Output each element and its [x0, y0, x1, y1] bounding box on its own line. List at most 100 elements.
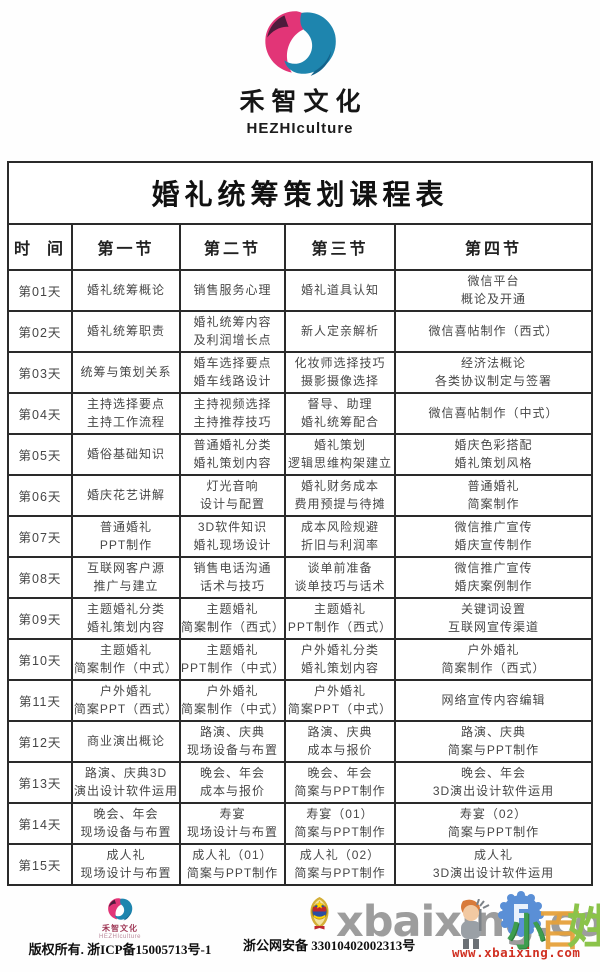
course-line: 灯光音响: [206, 479, 259, 494]
course-line: 3D演出设计软件运用: [432, 783, 555, 798]
brand-subtitle: HEZHIculture: [246, 120, 354, 137]
course-cell: 成本风险规避 折旧与利润率: [283, 515, 396, 558]
course-line: 3D软件知识: [197, 520, 268, 535]
course-line: 晚会、年会: [460, 766, 526, 781]
watermark-url-text: www.xbaixing.com: [452, 945, 581, 960]
xbaixing-mascot-icon: [461, 899, 490, 949]
course-cell: 主题婚礼 PPT制作（中式）: [178, 638, 286, 681]
course-line: 路演、庆典: [199, 725, 265, 740]
xbaixing-char-bai: 百: [539, 906, 582, 955]
course-line: 微信推广宣传: [454, 520, 533, 535]
xbaixing-logo: 小 百 姓: [445, 891, 600, 972]
header-session-2: 第二节: [178, 223, 286, 271]
course-line: 户外婚礼: [467, 643, 520, 658]
course-line: 主题婚礼: [206, 602, 259, 617]
course-line: 寿宴（02）: [459, 807, 528, 822]
course-line: 普通婚礼: [467, 479, 520, 494]
course-cell: 主题婚礼 简案制作（西式）: [178, 597, 286, 640]
police-badge-icon: [310, 897, 329, 930]
course-line: 普通婚礼分类: [193, 438, 272, 453]
course-cell: 经济法概论 各类协议制定与签署: [393, 351, 594, 394]
course-line: 简案与PPT制作: [294, 824, 386, 839]
table-title: 婚礼统筹策划课程表: [6, 161, 594, 225]
course-line: 谈单技巧与话术: [294, 578, 386, 593]
course-cell: 网络宣传内容编辑: [393, 679, 594, 722]
course-line: 婚礼策划内容: [86, 619, 165, 634]
course-line: 关键词设置: [460, 602, 526, 617]
xbaixing-badge-icon: [498, 891, 544, 937]
course-line: 商业演出概论: [86, 733, 165, 748]
course-line: 婚庆花艺讲解: [86, 487, 165, 502]
table-row: 第12天 商业演出概论 路演、庆典 现场设备与布置 路演、庆典 成本与报价 路演、庆典 简案与…: [6, 720, 594, 763]
course-line: 主持推荐技巧: [193, 414, 272, 429]
course-line: 路演、庆典3D: [84, 766, 168, 781]
course-cell: 婚庆花艺讲解: [70, 474, 181, 517]
footer-brand-block: 禾智文化 HEZHIculture: [20, 897, 220, 940]
course-line: 主题婚礼: [99, 643, 152, 658]
course-cell: 户外婚礼 简案PPT（中式）: [283, 679, 396, 722]
course-line: 成本与报价: [307, 742, 373, 757]
course-line: 婚礼现场设计: [193, 537, 272, 552]
footer-brand-name: 禾智文化: [102, 924, 138, 933]
course-line: 3D演出设计软件运用: [432, 865, 555, 880]
course-line: 简案与PPT制作: [294, 865, 386, 880]
course-line: 晚会、年会: [307, 766, 373, 781]
course-line: 婚礼策划风格: [454, 455, 533, 470]
course-cell: 寿宴（01） 简案与PPT制作: [283, 802, 396, 845]
day-cell: 第14天: [6, 802, 73, 845]
course-cell: 3D软件知识 婚礼现场设计: [178, 515, 286, 558]
table-row: 第09天 主题婚礼分类 婚礼策划内容 主题婚礼 简案制作（西式） 主题婚礼 PPT制作（西式…: [6, 597, 594, 640]
day-cell: 第01天: [6, 269, 73, 312]
day-cell: 第03天: [6, 351, 73, 394]
course-cell: 户外婚礼 简案制作（西式）: [393, 638, 594, 681]
course-line: 婚礼道具认知: [300, 282, 379, 297]
course-cell: 晚会、年会 现场设备与布置: [70, 802, 181, 845]
course-line: 婚礼统筹内容: [193, 315, 272, 330]
course-line: 主题婚礼: [206, 643, 259, 658]
course-cell: 路演、庆典 现场设备与布置: [178, 720, 286, 763]
course-line: 话术与技巧: [199, 578, 265, 593]
course-cell: 婚庆色彩搭配 婚礼策划风格: [393, 433, 594, 476]
course-cell: 婚车选择要点 婚车线路设计: [178, 351, 286, 394]
course-line: 婚礼统筹职责: [86, 323, 165, 338]
course-line: 婚庆色彩搭配: [454, 438, 533, 453]
course-table-body: 第01天 婚礼统筹概论 销售服务心理 婚礼道具认知 微信平台 概论及开通 第02天 婚礼统筹职…: [6, 269, 594, 886]
course-line: 简案与PPT制作: [447, 742, 540, 757]
course-line: 婚礼策划内容: [193, 455, 272, 470]
course-cell: 普通婚礼分类 婚礼策划内容: [178, 433, 286, 476]
course-line: 寿宴（01）: [306, 807, 374, 822]
table-row: 第11天 户外婚礼 简案PPT（西式） 户外婚礼 简案制作（中式） 户外婚礼 简案PPT（中…: [6, 679, 594, 722]
course-cell: 成人礼 现场设计与布置: [70, 843, 181, 886]
course-cell: 督导、助理 婚礼统筹配合: [283, 392, 396, 435]
course-line: 婚礼统筹概论: [86, 282, 165, 297]
course-line: 概论及开通: [460, 291, 526, 306]
course-table: 婚礼统筹策划课程表 时 间 第一节 第二节 第三节 第四节 第01天 婚礼统筹概论…: [6, 161, 594, 886]
table-row: 第04天 主持选择要点 主持工作流程 主持视频选择 主持推荐技巧 督导、助理 婚礼统筹配合微…: [6, 392, 594, 435]
day-cell: 第04天: [6, 392, 73, 435]
day-cell: 第13天: [6, 761, 73, 804]
course-line: 简案制作（中式）: [73, 660, 178, 675]
footer: 禾智文化 HEZHIculture 版权所有. 浙ICP备15005713号-1…: [0, 891, 600, 972]
course-line: 简案PPT（西式）: [73, 701, 179, 716]
course-line: 主持选择要点: [86, 397, 165, 412]
course-line: 成本风险规避: [300, 520, 379, 535]
icp-copyright-text: 版权所有. 浙ICP备15005713号-1: [28, 942, 212, 957]
course-cell: 婚礼统筹内容 及利润增长点: [178, 310, 286, 353]
course-cell: 路演、庆典 简案与PPT制作: [393, 720, 594, 763]
course-line: 现场设计与布置: [80, 865, 172, 880]
course-cell: 普通婚礼 简案制作: [393, 474, 594, 517]
course-cell: 户外婚礼分类 婚礼策划内容: [283, 638, 396, 681]
course-cell: 婚礼道具认知: [283, 269, 396, 312]
course-line: 化妆师选择技巧: [294, 356, 386, 371]
course-line: 设计与配置: [199, 496, 265, 511]
course-line: 婚庆宣传制作: [454, 537, 533, 552]
brand-name: 禾智文化: [239, 87, 368, 116]
table-row: 第10天 主题婚礼 简案制作（中式） 主题婚礼 PPT制作（中式） 户外婚礼分类 婚礼策划内…: [6, 638, 594, 681]
table-row: 第08天 互联网客户源 推广与建立 销售电话沟通 话术与技巧 谈单前准备 谈单技巧与话术 微信…: [6, 556, 594, 599]
course-cell: 成人礼（01） 简案与PPT制作: [178, 843, 286, 886]
course-line: 经济法概论: [460, 356, 526, 371]
course-cell: 普通婚礼 PPT制作: [70, 515, 181, 558]
course-cell: 户外婚礼 简案PPT（西式）: [70, 679, 181, 722]
course-line: 婚俗基础知识: [86, 446, 165, 461]
course-cell: 路演、庆典3D 演出设计软件运用: [70, 761, 181, 804]
